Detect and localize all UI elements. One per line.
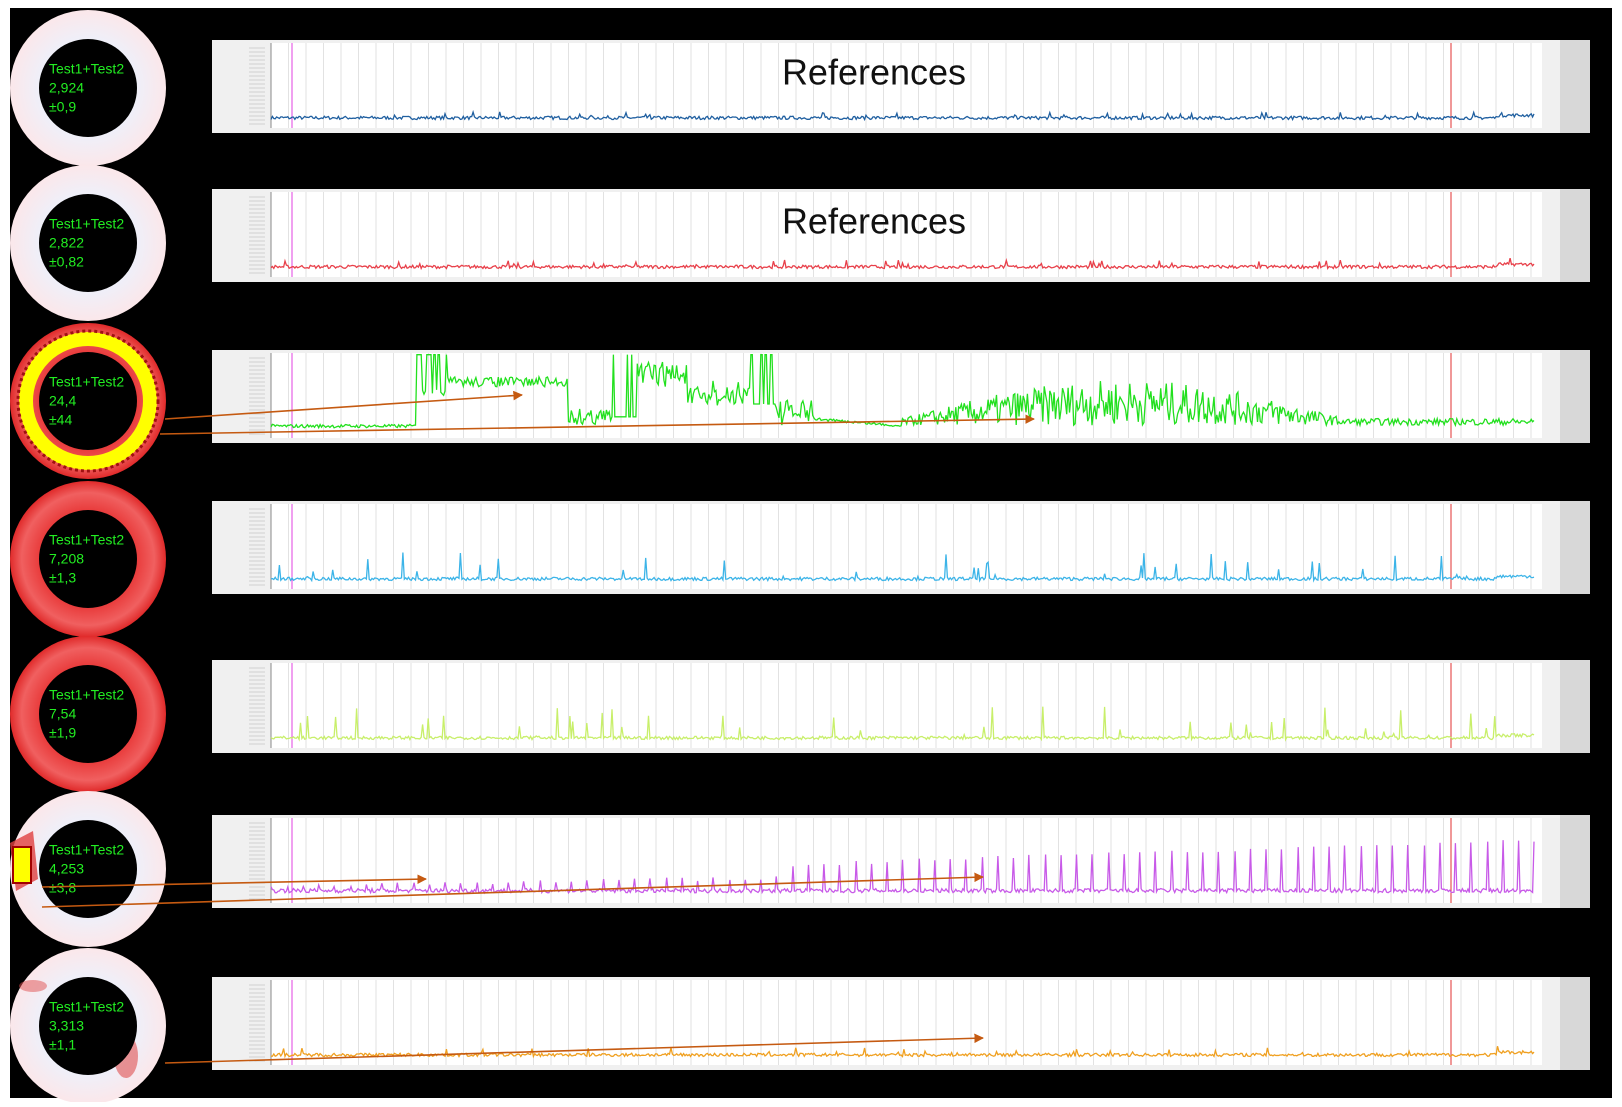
ring-label: Test1+Test2 — [49, 687, 124, 703]
chart-scrollbar — [1560, 350, 1590, 443]
defect — [13, 847, 31, 883]
chart-scrollbar — [1560, 815, 1590, 908]
chart-scrollbar — [1560, 501, 1590, 594]
ring-error: ±3,8 — [49, 880, 76, 896]
ring-label: Test1+Test2 — [49, 61, 124, 77]
plot-area — [271, 980, 1542, 1065]
figure: Test1+Test2 2,924 ±0,9 References Test1+Test… — [0, 0, 1622, 1102]
chart-scrollbar — [1560, 40, 1590, 133]
ring-value: 7,54 — [49, 706, 76, 722]
chart-scrollbar — [1560, 189, 1590, 282]
ring-error: ±0,82 — [49, 254, 84, 270]
ring-label: Test1+Test2 — [49, 999, 124, 1015]
chart-scrollbar — [1560, 660, 1590, 753]
ring-value: 3,313 — [49, 1018, 84, 1034]
ring-error: ±1,9 — [49, 725, 76, 741]
ring-label: Test1+Test2 — [49, 842, 124, 858]
ring-value: 4,253 — [49, 861, 84, 877]
chart-caption: References — [782, 52, 966, 93]
ring-value: 2,924 — [49, 80, 84, 96]
ring-value: 24,4 — [49, 393, 76, 409]
ring-value: 2,822 — [49, 235, 84, 251]
plot-area — [271, 663, 1542, 748]
plot-area — [271, 353, 1542, 438]
chart-caption: References — [782, 201, 966, 242]
ring-value: 7,208 — [49, 551, 84, 567]
ring-label: Test1+Test2 — [49, 374, 124, 390]
ring-label: Test1+Test2 — [49, 532, 124, 548]
ring-label: Test1+Test2 — [49, 216, 124, 232]
defect — [19, 980, 47, 992]
chart-scrollbar — [1560, 977, 1590, 1070]
ring-error: ±44 — [49, 412, 72, 428]
ring-error: ±0,9 — [49, 99, 76, 115]
ring-error: ±1,1 — [49, 1037, 76, 1053]
ring-error: ±1,3 — [49, 570, 76, 586]
